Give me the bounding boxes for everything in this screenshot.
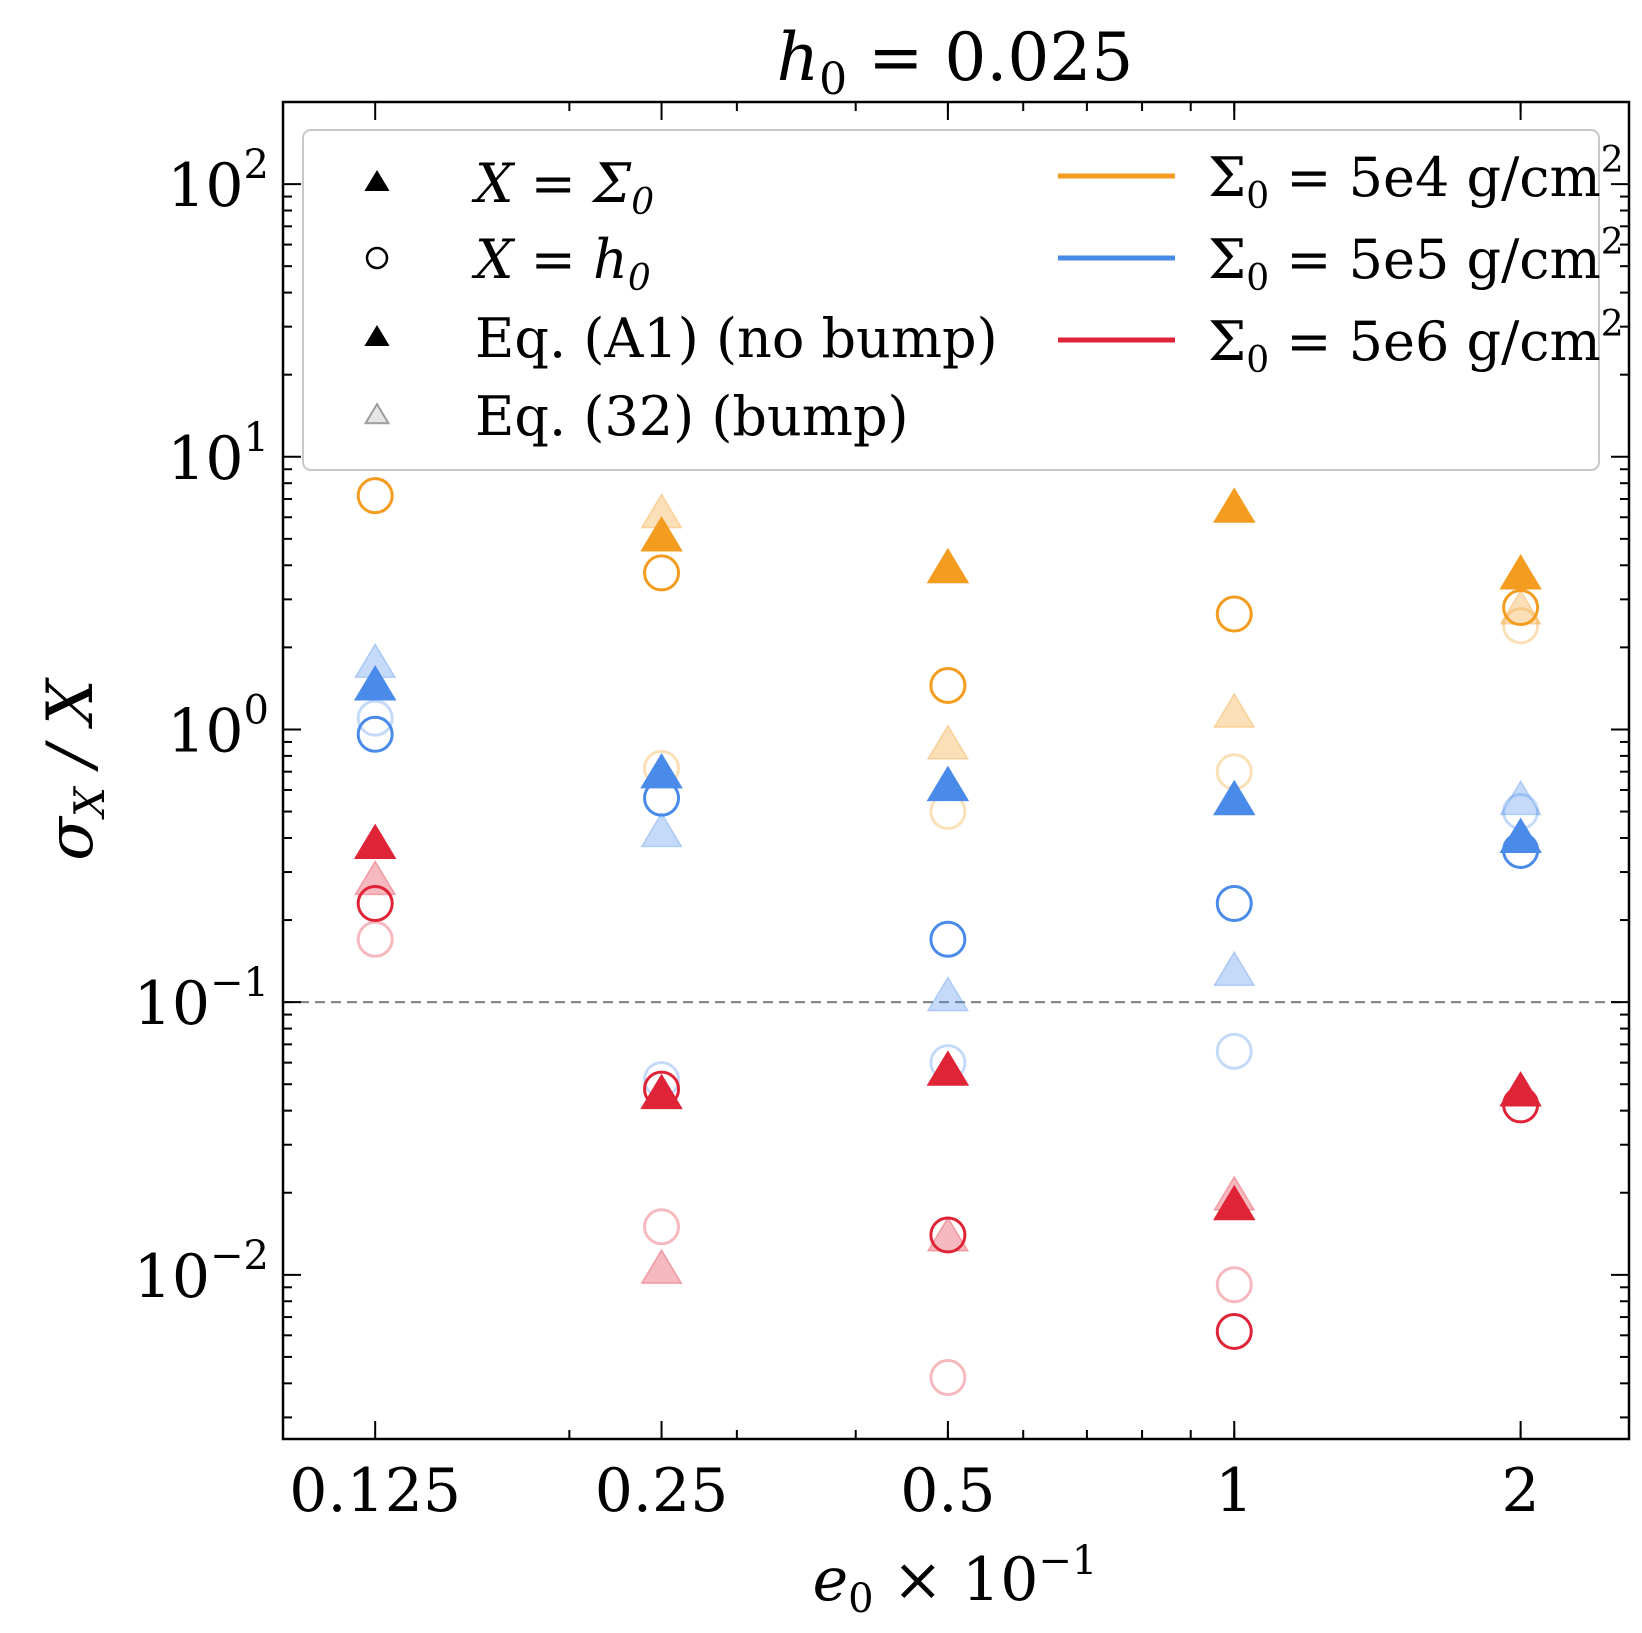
point-5e4-Sigma0-eqA1-triangle [1499,554,1542,590]
point-5e5-h0-eqA1-circle [1215,885,1253,923]
point-5e5-Sigma0-eqA1-triangle [640,752,683,789]
y-label-sigma: σ [34,815,108,861]
point-5e4-h0-eqA1-circle [929,666,967,704]
title-variable: h [777,19,820,96]
point-5e4-h0-eq32-circle [1502,607,1540,645]
point-5e5-h0-eqA1-circle [356,715,394,753]
point-5e5-h0-eq32-circle [1215,1032,1253,1070]
x-label-variable: e [813,1545,849,1615]
y-tick-label: 101 [167,415,269,494]
point-5e6-h0-eqA1-circle [1502,1086,1540,1124]
point-5e4-Sigma0-eq32-triangle [926,724,970,760]
point-5e5-Sigma0-eq32-triangle [1499,779,1542,816]
point-5e5-h0-eqA1-circle [643,779,681,817]
point-5e6-h0-eq32-circle [643,1208,681,1246]
legend-marker-filled-triangle-icon [364,325,390,346]
legend-line-label: Σ0 = 5e6 g/cm2 [1208,304,1624,381]
point-5e6-h0-eqA1-circle [929,1216,967,1254]
title-value: = 0.025 [847,19,1133,96]
y-axis-label: σX / X [34,677,114,861]
legend: X = Σ0X = h0 Eq. (A1) (no bump) Eq. (32) (… [302,129,1624,471]
plot-frame [281,100,1631,1441]
point-5e6-Sigma0-eqA1-triangle [640,1073,683,1110]
point-5e6-h0-eq32-circle [929,1359,967,1397]
x-tick-label: 1 [1215,1456,1253,1526]
point-5e5-Sigma0-eq32-triangle [926,975,970,1012]
point-5e4-Sigma0-eqA1-triangle [926,547,970,584]
point-5e5-Sigma0-eqA1-triangle [926,765,970,802]
point-5e5-h0-eqA1-circle [1502,831,1540,869]
x-label-times: × 10 [874,1545,1039,1615]
legend-line-label: Σ0 = 5e5 g/cm2 [1208,222,1624,299]
point-5e5-h0-eq32-circle [356,699,394,737]
y-tick-label: 10−2 [134,1233,269,1312]
legend-marker-label: X = h0 [471,228,651,299]
x-tick-label: 0.5 [900,1456,995,1526]
axis-tick-labels: 0.125 0.25 0.5 1 2 10−2 10−1 100 101 102 [134,142,1540,1526]
point-5e4-h0-eqA1-circle [1215,595,1253,633]
point-5e5-Sigma0-eq32-triangle [1212,950,1256,987]
y-tick-label: 10−1 [134,960,269,1039]
y-label-subscript: X [65,785,114,820]
point-5e6-Sigma0-eq32-triangle [353,859,397,896]
chart-title: h0 = 0.025 [777,19,1134,105]
y-label-rest: / X [34,677,108,787]
x-tick-label: 2 [1502,1456,1540,1526]
point-5e4-Sigma0-eqA1-triangle [640,516,683,552]
point-5e4-Sigma0-eqA1-triangle [1212,487,1256,523]
point-5e5-h0-eqA1-circle [929,920,967,958]
point-5e6-Sigma0-eqA1-triangle [926,1050,970,1086]
x-tick-label: 0.25 [595,1456,729,1526]
y-tick-label: 102 [167,142,269,221]
point-5e5-Sigma0-eqA1-triangle [1499,817,1542,853]
point-5e6-h0-eqA1-circle [643,1070,681,1108]
legend-marker-label: Eq. (32) (bump) [475,385,909,448]
x-tick-label: 0.125 [289,1456,461,1526]
point-5e6-Sigma0-eqA1-triangle [1212,1184,1256,1221]
legend-marker-filled-triangle-icon [364,170,390,191]
legend-marker-faded-triangle-icon [363,402,391,425]
title-subscript: 0 [819,54,847,105]
legend-marker-open-circle-icon [365,246,389,270]
legend-line-label: Σ0 = 5e4 g/cm2 [1208,140,1624,217]
legend-box [302,129,1600,471]
data-points [353,477,1542,1397]
point-5e4-h0-eqA1-circle [1502,589,1540,627]
point-5e6-Sigma0-eqA1-triangle [353,823,397,860]
x-label-subscript: 0 [848,1576,873,1622]
point-5e6-h0-eq32-circle [1215,1266,1253,1304]
point-5e4-h0-eqA1-circle [356,477,394,515]
x-label-exponent: −1 [1038,1538,1097,1584]
y-tick-label: 100 [167,687,269,766]
point-5e6-h0-eq32-circle [356,920,394,958]
point-5e4-h0-eqA1-circle [643,554,681,592]
point-5e4-Sigma0-eq32-triangle [1212,692,1256,728]
x-axis-label: e0 × 10−1 [813,1538,1098,1622]
legend-marker-label: Eq. (A1) (no bump) [475,307,998,370]
point-5e5-Sigma0-eqA1-triangle [1212,779,1256,816]
legend-marker-label: X = Σ0 [471,152,654,223]
point-5e5-Sigma0-eq32-triangle [640,811,683,848]
point-5e6-h0-eqA1-circle [1215,1312,1253,1350]
point-5e5-Sigma0-eqA1-triangle [353,664,397,701]
axis-ticks [283,101,1629,1439]
point-5e6-h0-eqA1-circle [356,885,394,923]
point-5e6-Sigma0-eq32-triangle [640,1248,683,1285]
